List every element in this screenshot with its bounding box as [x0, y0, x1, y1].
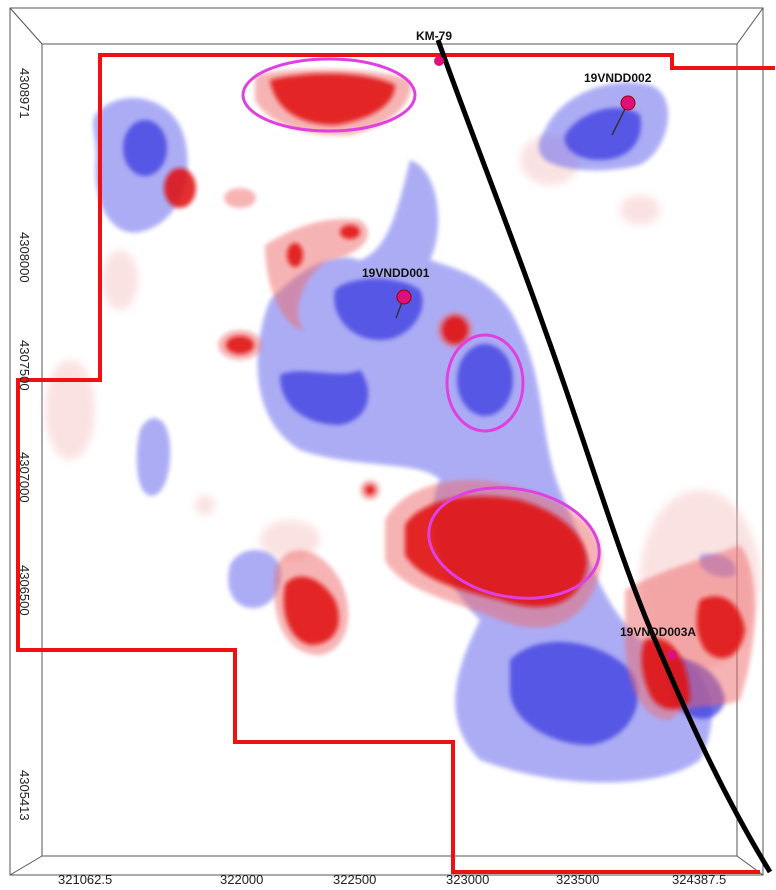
red-halo-small-2: [224, 188, 256, 208]
drill-label-ne: 19VNDD002: [584, 71, 652, 85]
x-tick-label: 323000: [446, 872, 489, 887]
model-frame: [9, 7, 764, 876]
x-axis: 321062.5 322000 322500 323000 323500 324…: [58, 872, 726, 887]
y-tick-label: 4305413: [17, 770, 32, 821]
x-tick-label: 321062.5: [58, 872, 112, 887]
drill-holes: [395, 56, 677, 660]
target-ellipse-north: [241, 57, 417, 133]
blue-core-ne: [564, 107, 641, 160]
y-tick-label: 4306500: [17, 565, 32, 616]
x-tick-label: 323500: [556, 872, 599, 887]
blue-core-nw: [123, 120, 167, 176]
drill-label-se: 19VNDD003A: [620, 625, 696, 639]
x-tick-label: 322000: [220, 872, 263, 887]
red-core-east: [696, 596, 745, 659]
drill-collar-ne: [620, 95, 636, 111]
blue-core-south: [510, 641, 638, 745]
fault-line-km79: [435, 39, 773, 874]
positive-anomalies-core: [164, 73, 745, 710]
negative-anomalies-core: [123, 107, 725, 745]
red-core-center-small: [442, 316, 468, 344]
red-core-north: [270, 73, 395, 125]
frame-edges: [9, 7, 764, 876]
red-core-small-4: [365, 485, 375, 495]
red-core-small-1: [226, 336, 254, 354]
red-core-small-2: [287, 243, 303, 267]
blue-body-sw: [228, 550, 281, 609]
y-tick-label: 4307000: [17, 452, 32, 503]
x-tick-label: 322500: [333, 872, 376, 887]
blue-core-west: [280, 370, 369, 425]
red-core-nw: [164, 168, 196, 208]
blue-core-ellipse: [457, 344, 513, 416]
target-ellipse-south: [427, 486, 601, 600]
y-axis: 4308971 4308000 4307500 4307000 4306500 …: [17, 68, 32, 821]
drill-label-center: 19VNDD001: [362, 266, 430, 280]
target-ellipses: [241, 57, 601, 600]
y-tick-label: 4308971: [17, 68, 32, 119]
red-core-south-main: [405, 496, 588, 607]
red-core-small-3: [340, 225, 360, 239]
claim-boundary: [16, 53, 775, 874]
fault-label: KM-79: [416, 29, 452, 43]
y-tick-label: 4308000: [17, 232, 32, 283]
drill-collar-fault: [434, 56, 444, 66]
y-tick-label: 4307500: [17, 340, 32, 391]
red-core-sw: [283, 576, 339, 645]
drill-collar-se: [667, 650, 677, 660]
x-tick-label: 324387.5: [672, 872, 726, 887]
blue-body-west: [136, 418, 171, 496]
target-ellipse-center: [445, 333, 525, 433]
drill-collar-center: [396, 289, 412, 305]
